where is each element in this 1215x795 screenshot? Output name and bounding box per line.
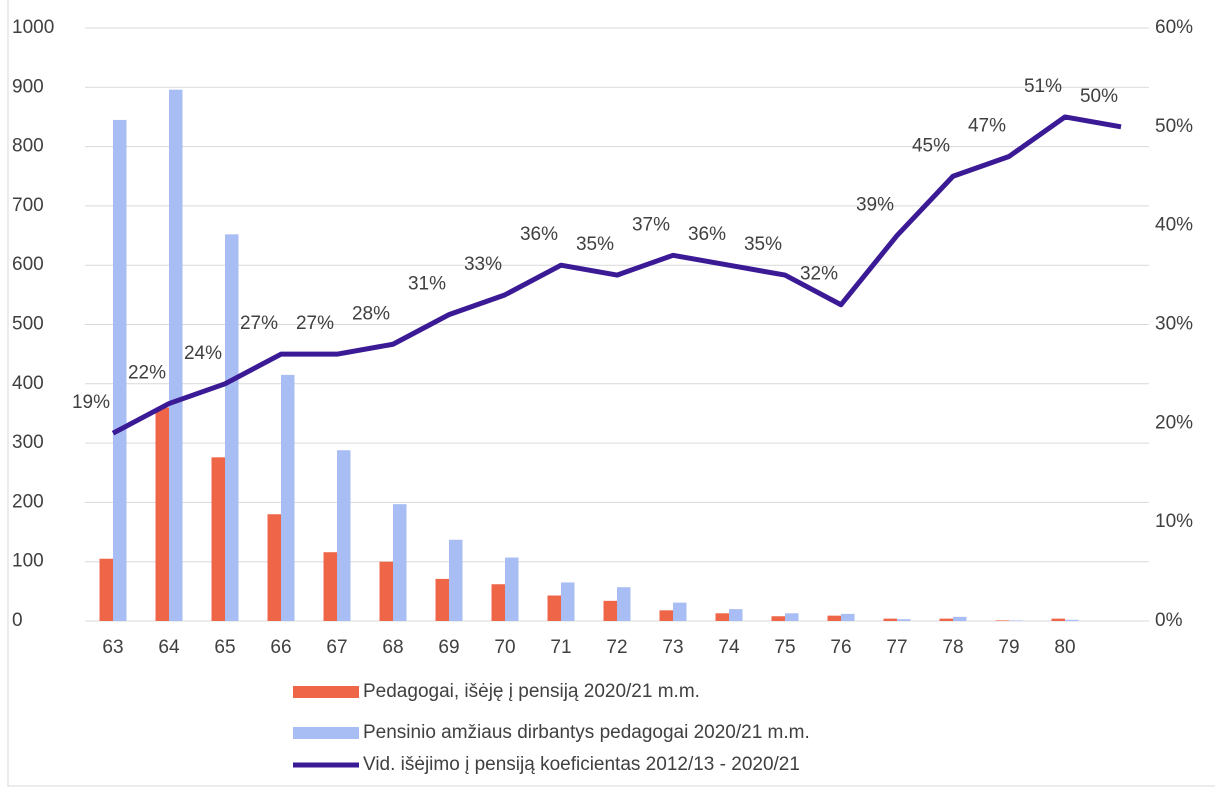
x-tick-label: 77 — [886, 637, 907, 658]
bar — [659, 610, 673, 621]
bar — [505, 557, 519, 621]
x-tick-label: 69 — [438, 637, 459, 658]
legend-label: Vid. išėjimo į pensiją koeficientas 2012… — [363, 754, 800, 775]
bar — [393, 504, 407, 621]
y-tick-label: 1000 — [12, 17, 54, 38]
y-tick-label: 300 — [12, 432, 44, 453]
x-tick-label: 72 — [606, 637, 627, 658]
data-label: 24% — [184, 343, 222, 364]
y-tick-label: 600 — [12, 254, 44, 275]
y-tick-label: 500 — [12, 314, 44, 335]
data-label: 33% — [464, 254, 502, 275]
y-tick-label: 700 — [12, 195, 44, 216]
bar — [113, 119, 127, 621]
y2-tick-label: 40% — [1155, 215, 1193, 236]
y-tick-label: 100 — [12, 551, 44, 572]
data-label: 45% — [912, 135, 950, 156]
data-label: 35% — [744, 234, 782, 255]
bar — [617, 587, 631, 621]
data-label: 47% — [968, 115, 1006, 136]
bar — [211, 457, 225, 621]
bar — [785, 613, 799, 621]
y-tick-label: 0 — [12, 610, 23, 631]
bar — [883, 618, 897, 621]
bar — [379, 561, 393, 621]
bar — [995, 620, 1009, 621]
x-tick-label: 71 — [550, 637, 571, 658]
x-tick-label: 67 — [326, 637, 347, 658]
bar — [281, 374, 295, 621]
y-tick-label: 800 — [12, 136, 44, 157]
bar — [337, 450, 351, 621]
bar — [897, 619, 911, 621]
x-tick-label: 74 — [718, 637, 740, 658]
bar — [603, 600, 617, 621]
bar — [99, 558, 113, 621]
bar — [435, 578, 449, 621]
bar — [547, 595, 561, 621]
data-label: 19% — [72, 392, 110, 413]
x-tick-label: 78 — [942, 637, 963, 658]
x-tick-label: 68 — [382, 637, 403, 658]
line — [111, 114, 1122, 436]
bar — [225, 234, 239, 621]
legend-swatch — [293, 727, 359, 739]
x-tick-label: 79 — [998, 637, 1019, 658]
data-label: 32% — [800, 264, 838, 285]
x-tick-label: 80 — [1054, 637, 1075, 658]
x-tick-label: 70 — [494, 637, 515, 658]
bar — [953, 616, 967, 621]
y-tick-label: 400 — [12, 373, 44, 394]
x-tick-label: 64 — [158, 637, 180, 658]
bar — [323, 552, 337, 621]
y2-tick-label: 30% — [1155, 314, 1193, 335]
data-label: 36% — [688, 224, 726, 245]
data-label: 27% — [240, 313, 278, 334]
legend-label: Pedagogai, išėję į pensiją 2020/21 m.m. — [363, 681, 700, 702]
bar — [771, 616, 785, 621]
y-tick-label: 200 — [12, 491, 44, 512]
y2-tick-label: 0% — [1155, 610, 1183, 631]
bar — [841, 613, 855, 621]
data-label: 39% — [856, 195, 894, 216]
y2-tick-label: 10% — [1155, 511, 1193, 532]
data-label: 37% — [632, 214, 670, 235]
bar — [1051, 618, 1065, 621]
bar — [715, 613, 729, 621]
y2-tick-label: 60% — [1155, 17, 1193, 38]
bar — [827, 615, 841, 621]
frame — [7, 0, 1215, 787]
data-label: 31% — [408, 274, 446, 295]
x-tick-label: 63 — [102, 637, 123, 658]
bar — [1065, 619, 1079, 621]
data-label: 50% — [1080, 86, 1118, 107]
x-tick-label: 66 — [270, 637, 291, 658]
data-label: 36% — [520, 224, 558, 245]
bar — [267, 514, 281, 621]
y2-tick-label: 20% — [1155, 412, 1193, 433]
bar — [729, 609, 743, 621]
x-tick-label: 73 — [662, 637, 683, 658]
x-tick-label: 65 — [214, 637, 235, 658]
data-label: 28% — [352, 303, 390, 324]
data-label: 35% — [576, 234, 614, 255]
bar — [155, 407, 169, 621]
x-tick-label: 75 — [774, 637, 795, 658]
bar — [939, 618, 953, 621]
bar — [169, 89, 183, 621]
data-label: 22% — [128, 363, 166, 384]
x-tick-label: 76 — [830, 637, 851, 658]
legend-label: Pensinio amžiaus dirbantys pedagogai 202… — [363, 722, 810, 743]
legend-swatch — [293, 686, 359, 698]
bar — [561, 582, 575, 621]
bar — [449, 539, 463, 621]
data-label: 51% — [1024, 76, 1062, 97]
y2-tick-label: 50% — [1155, 116, 1193, 137]
bar — [1009, 620, 1023, 621]
bar — [491, 584, 505, 621]
bar — [673, 602, 687, 621]
y-tick-label: 900 — [12, 76, 44, 97]
data-label: 27% — [296, 313, 334, 334]
